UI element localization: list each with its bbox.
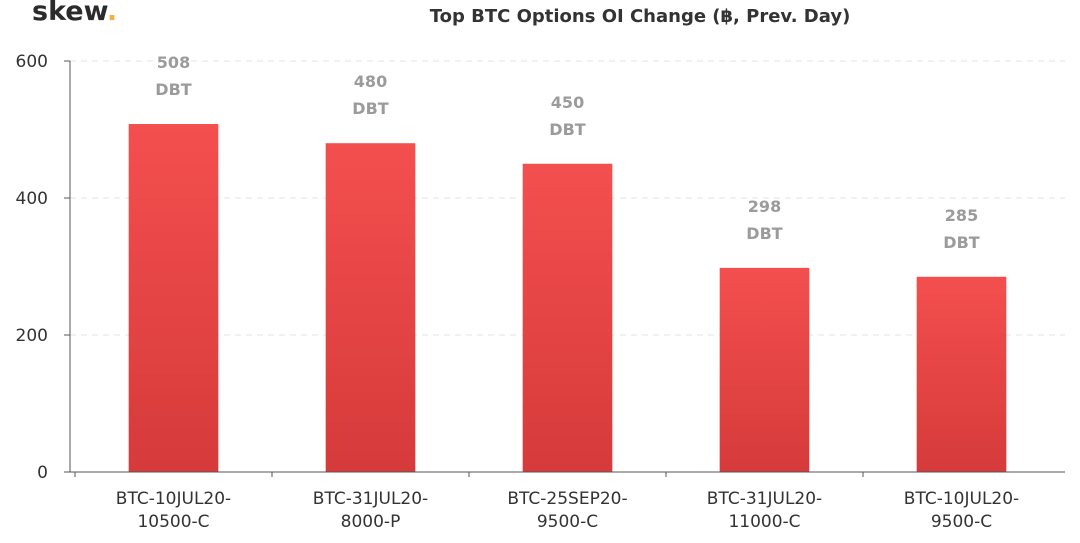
x-tick-label: 9500-C [537,512,598,532]
x-tick-label: BTC-31JUL20- [707,489,822,509]
data-label-unit: DBT [155,80,191,99]
bar [325,143,416,472]
data-label-value: 508 [157,53,190,72]
data-labels: 508 DBT 480 DBT 450 DBT 298 DBT 285 DBT [155,53,979,252]
data-label-unit: DBT [352,99,388,118]
bars [128,124,1007,473]
bar [522,163,613,472]
logo-text: skew [32,0,107,27]
brand-logo: skew. [32,0,117,27]
data-label-unit: DBT [943,233,979,252]
data-label-value: 480 [354,72,387,91]
bar [916,276,1007,472]
x-tick-label: BTC-10JUL20- [904,489,1019,509]
x-tick-label: BTC-31JUL20- [313,489,428,509]
data-label-unit: DBT [549,120,585,139]
bar [128,124,219,473]
y-tick-label: 400 [16,189,48,209]
data-label-unit: DBT [746,224,782,243]
x-tick-label: 10500-C [137,512,209,532]
data-label-value: 450 [551,93,584,112]
x-tick-label: BTC-10JUL20- [116,489,231,509]
bar [719,267,810,472]
logo-dot: . [106,0,118,27]
y-tick-label: 200 [16,326,48,346]
chart-title: Top BTC Options OI Change (฿, Prev. Day) [429,6,851,27]
y-tick-label: 0 [37,463,48,483]
x-axis: BTC-10JUL20- 10500-C BTC-31JUL20- 8000-P BTC… [70,471,1065,532]
data-label-value: 285 [945,206,978,225]
x-tick-label: BTC-25SEP20- [507,489,627,509]
x-tick-label: 8000-P [341,512,401,532]
data-label-value: 298 [748,197,781,216]
y-axis: 0 200 400 600 [16,52,71,483]
x-tick-label: 9500-C [931,512,992,532]
y-tick-label: 600 [16,52,48,72]
x-tick-label: 11000-C [728,512,800,532]
